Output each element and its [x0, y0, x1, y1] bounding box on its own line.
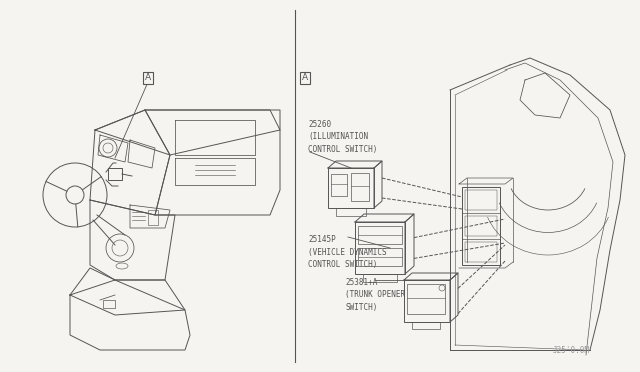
Bar	[465, 216, 497, 236]
Bar	[465, 190, 497, 210]
Bar	[363, 274, 397, 282]
Bar	[108, 168, 122, 180]
Bar	[407, 284, 445, 314]
Bar	[404, 280, 450, 322]
Bar	[412, 322, 440, 329]
Text: 25381+A
(TRUNK OPENER
SWITCH): 25381+A (TRUNK OPENER SWITCH)	[345, 278, 405, 312]
Text: A: A	[302, 74, 308, 83]
Bar	[328, 168, 374, 208]
Bar	[331, 174, 347, 196]
Bar	[462, 187, 500, 265]
Text: J25'0.0M: J25'0.0M	[553, 346, 590, 355]
Bar	[103, 300, 115, 308]
Bar	[355, 222, 405, 274]
Bar	[465, 242, 497, 262]
Bar	[336, 208, 366, 216]
Bar	[358, 226, 402, 244]
Text: A: A	[145, 74, 151, 83]
Text: 25260
(ILLUMINATION
CONTROL SWITCH): 25260 (ILLUMINATION CONTROL SWITCH)	[308, 120, 378, 154]
Bar	[351, 173, 369, 201]
Text: 25145P
(VEHICLE DYNAMICS
CONTROL SWITCH): 25145P (VEHICLE DYNAMICS CONTROL SWITCH)	[308, 235, 387, 269]
Bar	[358, 248, 402, 266]
Bar	[148, 210, 158, 225]
